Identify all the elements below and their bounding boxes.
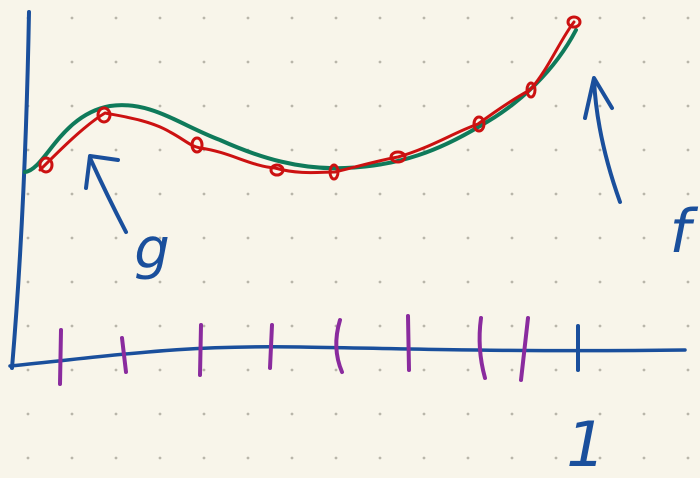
x-axis	[8, 345, 687, 368]
label-g: g	[134, 217, 170, 282]
arrow-f	[583, 76, 622, 204]
arrow-g	[84, 154, 128, 234]
curve-g	[38, 20, 576, 175]
label-one: 1	[566, 408, 605, 478]
y-axis	[10, 10, 31, 370]
curve-g-points	[38, 15, 582, 181]
curve-f	[23, 28, 578, 174]
x-ticks	[58, 314, 530, 386]
